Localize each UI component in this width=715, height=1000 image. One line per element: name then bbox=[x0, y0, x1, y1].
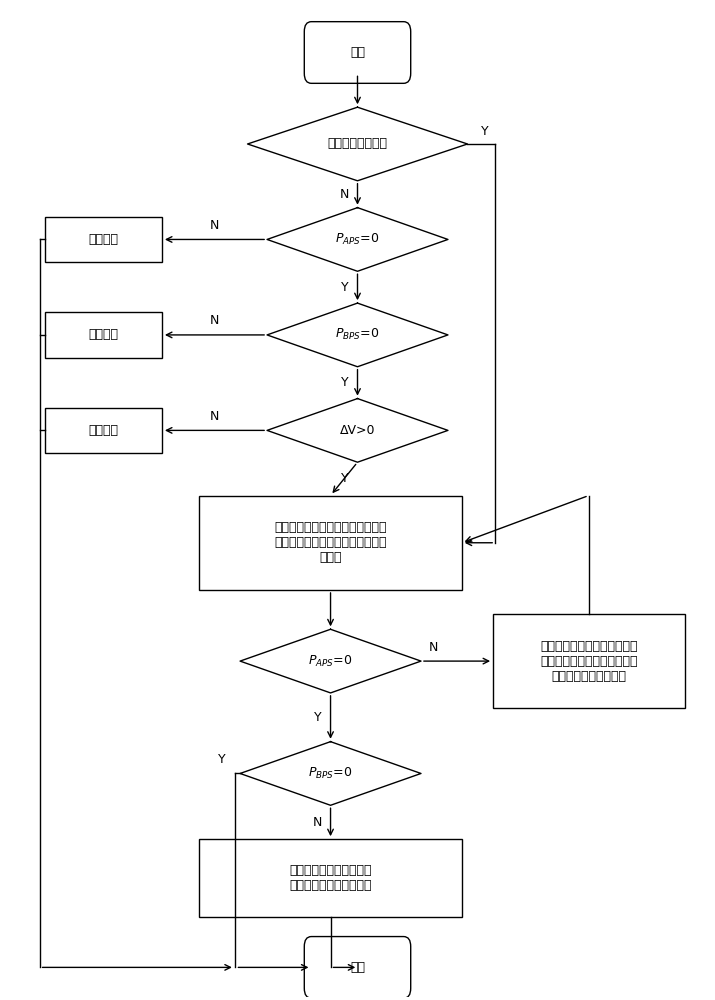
Bar bbox=[45, 408, 162, 453]
Text: $P_{BPS}$=0: $P_{BPS}$=0 bbox=[308, 766, 352, 781]
Text: Y: Y bbox=[481, 125, 489, 138]
Bar bbox=[45, 312, 162, 358]
Text: Y: Y bbox=[314, 711, 322, 724]
Text: 辅助制动转矩逐渐减小为
零，然后再响应加速需求: 辅助制动转矩逐渐减小为 零，然后再响应加速需求 bbox=[290, 864, 372, 892]
Text: $P_{APS}$=0: $P_{APS}$=0 bbox=[335, 232, 380, 247]
Text: $P_{BPS}$=0: $P_{BPS}$=0 bbox=[335, 327, 380, 342]
FancyBboxPatch shape bbox=[305, 937, 410, 998]
Text: ΔV>0: ΔV>0 bbox=[340, 424, 375, 437]
Text: 开始: 开始 bbox=[350, 46, 365, 59]
Text: 结束: 结束 bbox=[350, 961, 365, 974]
Text: N: N bbox=[210, 410, 220, 423]
Text: 常规加速: 常规加速 bbox=[89, 233, 119, 246]
Bar bbox=[199, 496, 462, 590]
Text: N: N bbox=[313, 816, 322, 829]
Text: 下坡辅助是否开启: 下坡辅助是否开启 bbox=[327, 137, 388, 150]
Text: 开启下坡辅助，电子控制单元控制
缓速器输出制动转矩，保证车速不
再增加: 开启下坡辅助，电子控制单元控制 缓速器输出制动转矩，保证车速不 再增加 bbox=[275, 521, 387, 564]
Text: Y: Y bbox=[341, 376, 348, 389]
Text: Y: Y bbox=[341, 281, 348, 294]
Text: 常规制动: 常规制动 bbox=[89, 328, 119, 341]
Bar bbox=[199, 839, 462, 917]
Text: N: N bbox=[210, 219, 220, 232]
Text: N: N bbox=[429, 641, 438, 654]
Text: Y: Y bbox=[217, 753, 225, 766]
Text: 行车制动转矩逐渐增大，辅助
制动转矩逐渐减小为零，最终
实现行车制动单独工作: 行车制动转矩逐渐增大，辅助 制动转矩逐渐减小为零，最终 实现行车制动单独工作 bbox=[540, 640, 638, 683]
Text: $P_{APS}$=0: $P_{APS}$=0 bbox=[308, 654, 352, 669]
Text: N: N bbox=[340, 188, 350, 201]
Bar bbox=[493, 614, 684, 708]
FancyBboxPatch shape bbox=[305, 22, 410, 83]
Bar bbox=[45, 217, 162, 262]
Text: 减速滑行: 减速滑行 bbox=[89, 424, 119, 437]
Text: Y: Y bbox=[341, 472, 348, 485]
Text: N: N bbox=[210, 314, 220, 327]
